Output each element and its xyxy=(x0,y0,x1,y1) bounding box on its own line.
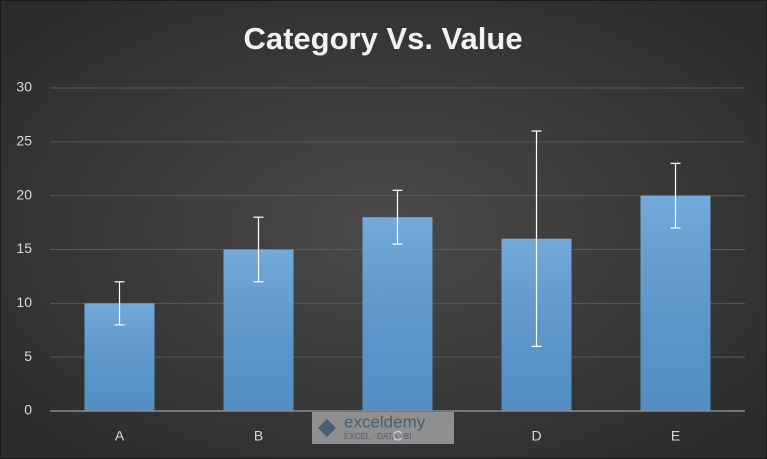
error-bar xyxy=(253,216,264,283)
watermark-logo xyxy=(318,419,336,437)
x-tick-label: B xyxy=(254,428,263,444)
error-bar xyxy=(531,130,542,347)
error-bar xyxy=(670,162,681,229)
y-tick-label: 30 xyxy=(16,79,32,95)
bar-shade xyxy=(640,195,711,411)
x-tick-label: D xyxy=(531,428,541,444)
y-tick-label: 0 xyxy=(24,402,32,418)
y-tick-label: 5 xyxy=(24,348,32,364)
bar-shade xyxy=(362,217,433,411)
x-tick-label: E xyxy=(671,428,680,444)
watermark-name: exceldemy xyxy=(344,412,426,431)
y-tick-label: 10 xyxy=(16,294,32,310)
watermark-tagline: EXCEL · DATA · BI xyxy=(344,432,411,441)
watermark: exceldemy EXCEL · DATA · BI xyxy=(312,412,454,444)
y-tick-label: 20 xyxy=(16,186,32,202)
error-bar xyxy=(392,189,403,245)
y-tick-label: 25 xyxy=(16,133,32,149)
error-bar xyxy=(114,281,125,326)
y-tick-label: 15 xyxy=(16,240,32,256)
x-tick-label: A xyxy=(115,428,125,444)
chart-title: Category Vs. Value xyxy=(243,21,522,56)
